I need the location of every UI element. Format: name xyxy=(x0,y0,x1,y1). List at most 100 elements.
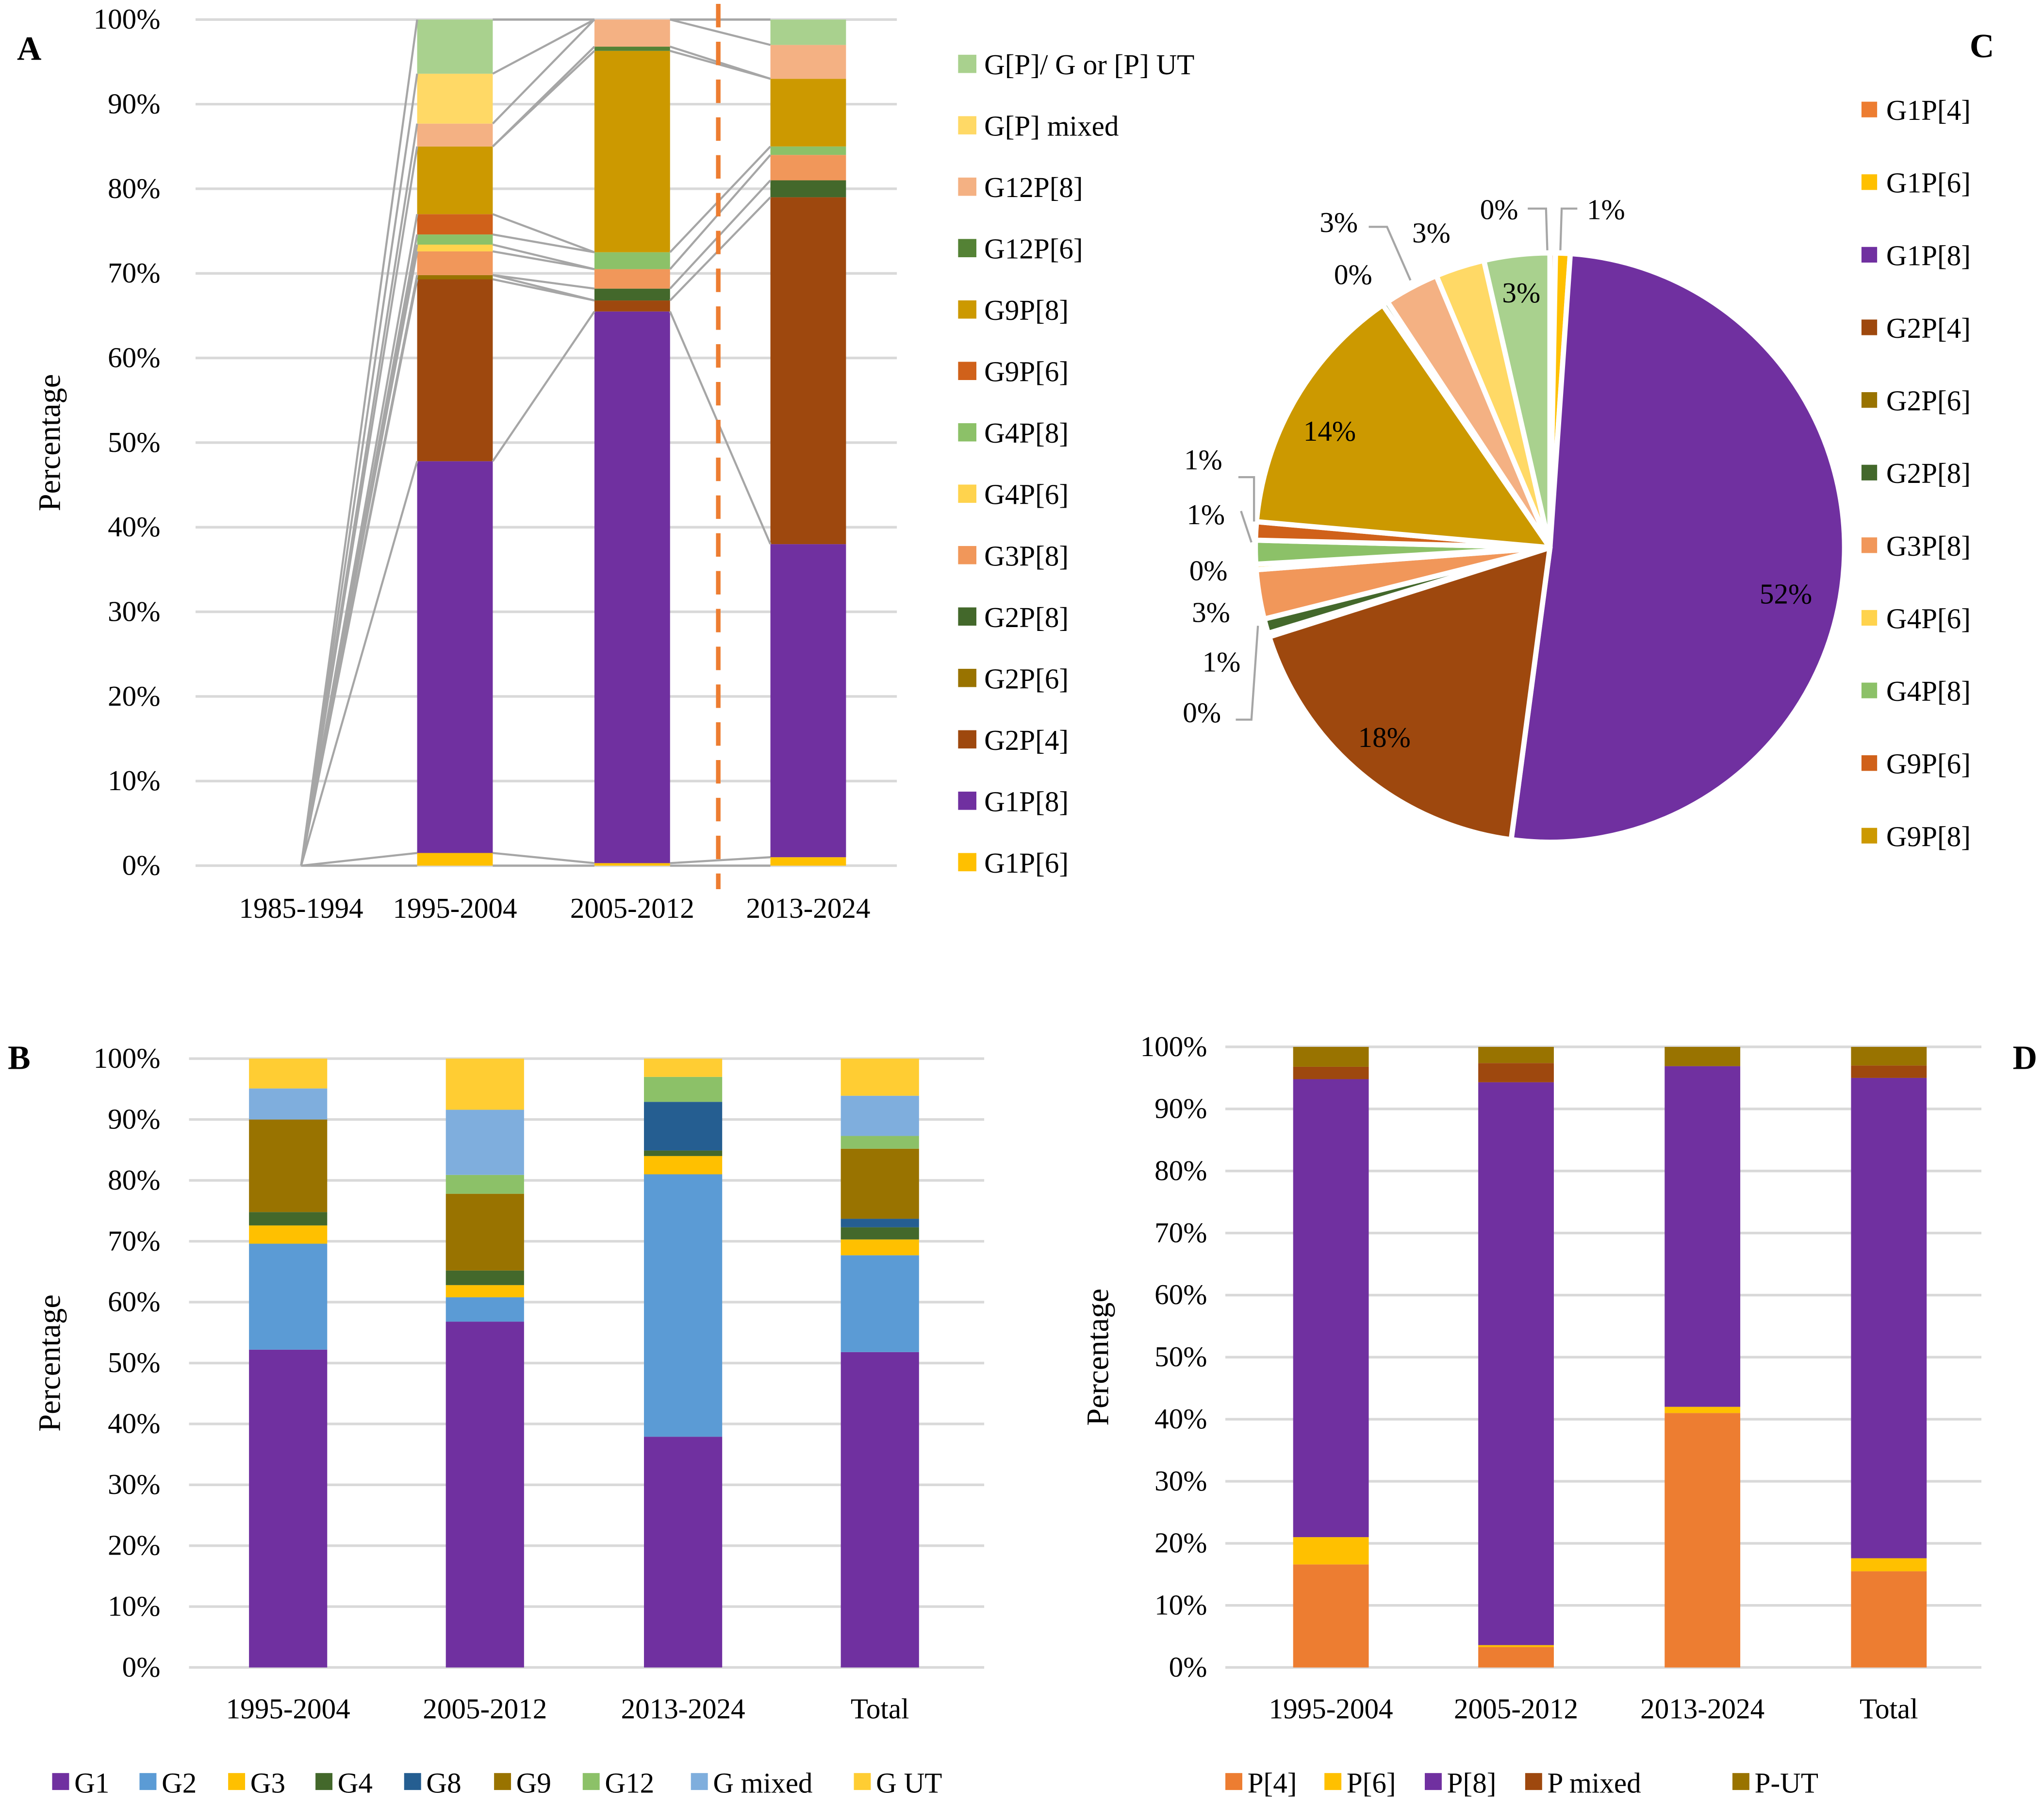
bar-segment-g2p-4- xyxy=(417,279,493,462)
y-tick-label: 20% xyxy=(108,1529,160,1561)
x-tick-label: 1995-2004 xyxy=(393,892,517,924)
bar-segment-p-mixed xyxy=(1293,1066,1369,1079)
panel-label-b: B xyxy=(8,1040,31,1077)
bar-segment-g3p-8- xyxy=(770,155,846,181)
x-tick-label: 2005-2012 xyxy=(423,1692,547,1724)
bar-segment-g8 xyxy=(841,1219,919,1227)
legend-swatch xyxy=(1861,828,1878,844)
legend-swatch xyxy=(1861,247,1878,263)
bar-segment-g2p-4- xyxy=(594,300,670,312)
pie-data-label: 3% xyxy=(1192,596,1230,628)
legend-label: G1P[8] xyxy=(984,785,1069,817)
series-connector-line xyxy=(492,274,595,302)
bar-segment-g9p-8- xyxy=(770,79,846,147)
bar-segment-g2p-8- xyxy=(770,180,846,198)
legend-swatch xyxy=(958,54,976,73)
legend-label: G1P[4] xyxy=(1886,94,1971,126)
bar-segment-g3 xyxy=(445,1285,524,1297)
legend-label: G2P[4] xyxy=(1886,312,1971,344)
y-axis-title: Percentage xyxy=(1080,1289,1115,1426)
y-axis-title: Percentage xyxy=(33,1294,67,1432)
legend-swatch xyxy=(1861,610,1878,626)
series-connector-line xyxy=(300,461,418,866)
legend-label: G mixed xyxy=(713,1767,812,1799)
bar-segment-g1p-8- xyxy=(770,544,846,858)
panel-a-chart: 0% 10% 20% 30% 40% 50% 60% 70% 80% 90% 100% Percent… xyxy=(17,3,1194,924)
pie-data-label: 0% xyxy=(1183,696,1221,729)
legend-swatch xyxy=(958,484,976,503)
y-tick-label: 90% xyxy=(108,87,160,119)
pie-data-label: 1% xyxy=(1587,193,1625,225)
bar-segment-g1 xyxy=(841,1352,919,1668)
legend-label: P mixed xyxy=(1548,1767,1641,1799)
bar-segment-g-mixed xyxy=(841,1095,919,1136)
series-connector-line xyxy=(670,856,771,864)
y-tick-label: 90% xyxy=(1154,1093,1207,1125)
y-tick-label: 30% xyxy=(108,1468,160,1500)
legend-label: G9 xyxy=(516,1767,551,1799)
legend-label: G[P] mixed xyxy=(984,110,1119,142)
legend-label: G2P[8] xyxy=(1886,457,1971,489)
y-tick-label: 80% xyxy=(108,1164,160,1196)
bar-segment-g1p-6- xyxy=(594,863,670,866)
bar-segment-g2 xyxy=(249,1243,328,1350)
bar-segment-g4 xyxy=(445,1270,524,1285)
bar-segment-p-4- xyxy=(1478,1647,1554,1668)
y-tick-label: 10% xyxy=(108,764,160,796)
legend-swatch xyxy=(1425,1773,1442,1790)
pie-data-label: 3% xyxy=(1502,277,1540,309)
pie-data-label: 14% xyxy=(1303,415,1356,447)
y-tick-label: 50% xyxy=(108,1346,160,1378)
pie-data-label: 3% xyxy=(1412,217,1451,249)
bar-segment-g1p-6- xyxy=(417,853,493,866)
bar-segment-g8 xyxy=(644,1102,723,1151)
bar-segment-g2p-4- xyxy=(770,197,846,545)
pie-label-leader-line xyxy=(1240,511,1253,543)
x-tick-label: Total xyxy=(1860,1692,1918,1724)
legend-label: G3P[8] xyxy=(1886,530,1971,562)
series-connector-line xyxy=(300,123,418,866)
legend-label: G9P[8] xyxy=(984,294,1069,326)
bar-segment-g2p-8- xyxy=(594,288,670,301)
series-connector-line xyxy=(492,243,595,270)
y-tick-label: 60% xyxy=(1154,1278,1207,1310)
pie-data-label: 0% xyxy=(1480,193,1518,225)
legend-swatch xyxy=(582,1773,600,1790)
x-tick-label: 1985-1994 xyxy=(239,892,363,924)
x-tick-label: 2013-2024 xyxy=(1640,1692,1764,1724)
y-tick-label: 40% xyxy=(108,1408,160,1440)
pie-label-leader-line xyxy=(1559,207,1578,250)
pie-data-label: 1% xyxy=(1187,498,1225,530)
legend-label: G9P[8] xyxy=(1886,820,1971,852)
legend-swatch xyxy=(958,116,976,134)
legend-swatch xyxy=(1861,101,1878,117)
pie-label-leader-line xyxy=(1236,626,1259,721)
y-tick-label: 100% xyxy=(1140,1030,1207,1062)
y-tick-label: 60% xyxy=(108,1286,160,1318)
bar-segment-g9p-8- xyxy=(417,146,493,215)
legend-label: P[6] xyxy=(1347,1767,1396,1799)
bar-segment-g-p-mixed xyxy=(417,73,493,124)
series-connector-line xyxy=(492,311,595,462)
bar-segment-p-4- xyxy=(1293,1564,1369,1668)
y-tick-label: 50% xyxy=(1154,1341,1207,1373)
bar-segment-g4p-8- xyxy=(417,234,493,245)
bar-segment-g4p-6- xyxy=(417,245,493,251)
legend-label: G8 xyxy=(426,1767,461,1799)
x-tick-label: 2013-2024 xyxy=(746,892,870,924)
y-tick-label: 100% xyxy=(94,3,161,35)
legend-label: G1 xyxy=(74,1767,109,1799)
x-tick-label: 1995-2004 xyxy=(1269,1692,1393,1724)
y-tick-label: 80% xyxy=(1154,1155,1207,1187)
series-connector-line xyxy=(493,233,595,253)
panel-c-pie: 0% 1% 52% 18% 0% 1% 3% 0% 1% 1% 14% 0% 3% 3% 3% G1P[4] G… xyxy=(1183,28,1994,852)
series-connector-line xyxy=(492,46,595,148)
legend-swatch xyxy=(1732,1773,1749,1790)
legend-label: G UT xyxy=(876,1767,942,1799)
legend-swatch xyxy=(1861,537,1878,553)
pie-label-leader-line xyxy=(1368,226,1412,281)
pie-data-label: 52% xyxy=(1760,578,1812,610)
y-tick-label: 80% xyxy=(108,172,160,204)
y-tick-label: 60% xyxy=(108,341,160,373)
